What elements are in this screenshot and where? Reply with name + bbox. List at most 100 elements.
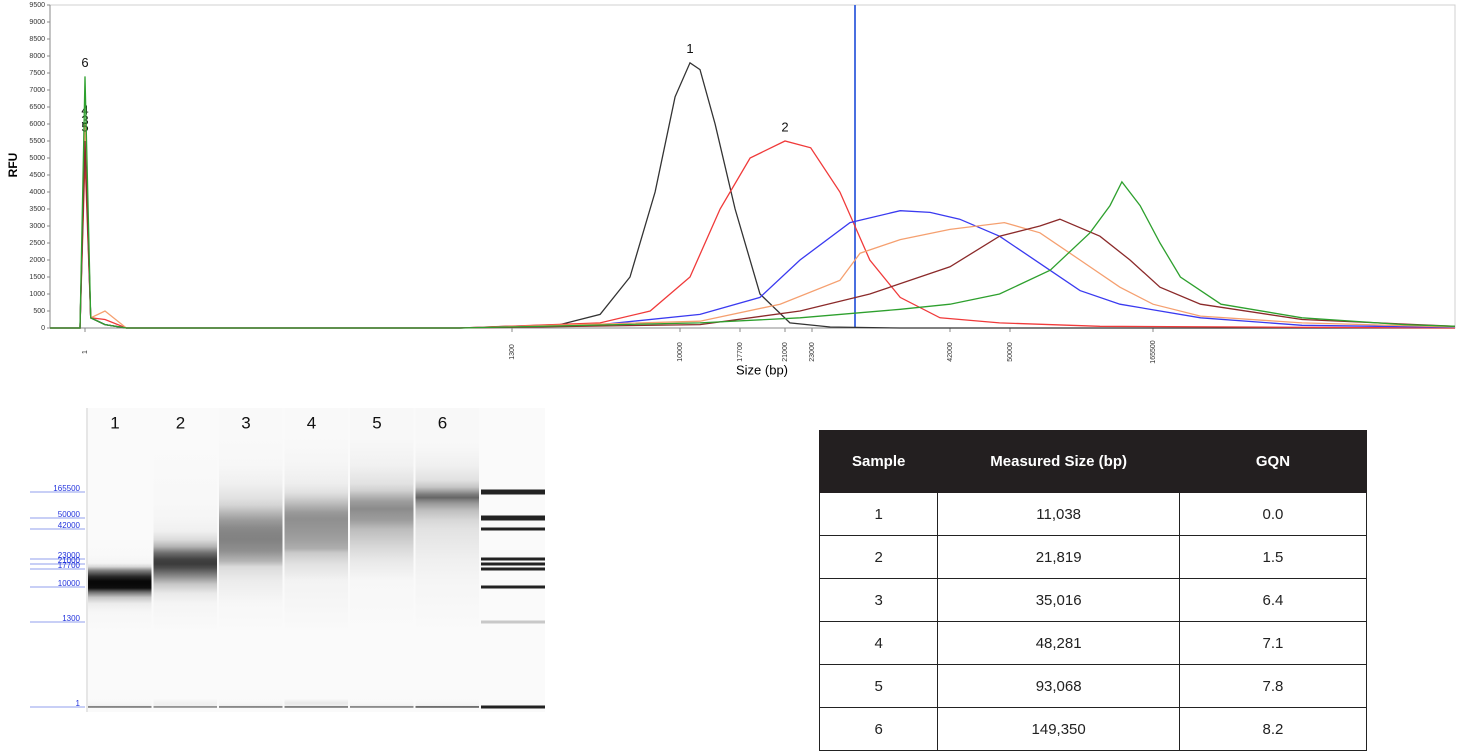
y-tick-label: 2000 (29, 257, 45, 264)
lane-label: 6 (438, 413, 447, 432)
x-tick-label: 10000 (677, 342, 684, 362)
lane-label: 4 (307, 413, 316, 432)
peak-label: 6 (81, 55, 88, 70)
x-tick-label: 42000 (947, 342, 954, 362)
lane-label: 2 (176, 413, 185, 432)
ladder-label: 42000 (58, 521, 81, 530)
table-cell: 0.0 (1179, 493, 1366, 536)
y-tick-label: 0 (41, 325, 45, 332)
y-tick-label: 6500 (29, 104, 45, 111)
trace (50, 76, 1455, 328)
y-tick-label: 7500 (29, 70, 45, 77)
page: Electropherogram, gel and table {"chart_… (0, 0, 1459, 736)
y-axis-label: RFU (6, 153, 20, 178)
ladder-band (481, 706, 545, 709)
table-cell: 93,068 (938, 665, 1180, 708)
y-tick-label: 1500 (29, 274, 45, 281)
table-cell: 35,016 (938, 579, 1180, 622)
column-header: Measured Size (bp) (938, 431, 1180, 493)
y-tick-label: 2500 (29, 240, 45, 247)
y-tick-label: 4500 (29, 172, 45, 179)
table-cell: 6 (820, 708, 938, 751)
ladder-label: 1 (76, 699, 81, 708)
peak-label: 2 (781, 119, 788, 134)
ladder-band (481, 516, 545, 521)
table-cell: 8.2 (1179, 708, 1366, 751)
ladder-band (481, 621, 545, 624)
y-tick-label: 1000 (29, 291, 45, 298)
y-tick-label: 6000 (29, 121, 45, 128)
ladder-band (481, 490, 545, 495)
ladder-band (481, 568, 545, 571)
gel-lane (416, 408, 480, 712)
table-cell: 7.1 (1179, 622, 1366, 665)
table-cell: 6.4 (1179, 579, 1366, 622)
trace (50, 134, 1455, 328)
x-tick-label: 23000 (809, 342, 816, 362)
table-cell: 4 (820, 622, 938, 665)
y-tick-label: 5000 (29, 155, 45, 162)
y-tick-label: 8500 (29, 36, 45, 43)
trace (50, 124, 1455, 328)
table-row: 593,0687.8 (820, 665, 1367, 708)
y-tick-label: 9000 (29, 19, 45, 26)
column-header: Sample (820, 431, 938, 493)
ladder-band (481, 563, 545, 566)
y-tick-label: 9500 (29, 2, 45, 9)
y-tick-label: 5500 (29, 138, 45, 145)
gel-lane (88, 408, 152, 712)
y-tick-label: 7000 (29, 87, 45, 94)
table-cell: 7.8 (1179, 665, 1366, 708)
table-cell: 3 (820, 579, 938, 622)
ladder-label: 17700 (58, 561, 81, 570)
x-tick-label: 50000 (1007, 342, 1014, 362)
peak-label: 5 (81, 119, 88, 134)
y-tick-label: 3500 (29, 206, 45, 213)
y-tick-label: 500 (33, 308, 45, 315)
y-tick-label: 3000 (29, 223, 45, 230)
table-cell: 11,038 (938, 493, 1180, 536)
x-axis-label: Size (bp) (736, 362, 788, 377)
peak-label: 1 (686, 41, 693, 56)
table-cell: 1 (820, 493, 938, 536)
table-cell: 21,819 (938, 536, 1180, 579)
x-tick-label: 21000 (782, 342, 789, 362)
gel-lane (350, 408, 414, 712)
y-tick-label: 4000 (29, 189, 45, 196)
ladder-label: 50000 (58, 510, 81, 519)
plot-frame (50, 5, 1455, 328)
table-cell: 2 (820, 536, 938, 579)
gel-lane (285, 408, 349, 712)
gel-lane (219, 408, 283, 712)
ladder-label: 165500 (53, 484, 80, 493)
table-cell: 48,281 (938, 622, 1180, 665)
ladder-band (481, 528, 545, 531)
ladder-label: 1300 (62, 614, 80, 623)
x-tick-label: 17700 (737, 342, 744, 362)
table-cell: 149,350 (938, 708, 1180, 751)
ladder-band (481, 558, 545, 561)
table-cell: 1.5 (1179, 536, 1366, 579)
ladder-label: 10000 (58, 579, 81, 588)
table-cell: 5 (820, 665, 938, 708)
trace (50, 63, 1455, 328)
x-tick-label: 1300 (509, 344, 516, 360)
lane-label: 1 (110, 413, 119, 432)
lane-label: 3 (241, 413, 250, 432)
x-tick-label: 165500 (1150, 340, 1157, 363)
x-tick-label: 1 (82, 350, 89, 354)
y-tick-label: 8000 (29, 53, 45, 60)
column-header: GQN (1179, 431, 1366, 493)
gel-lane (154, 408, 218, 712)
page-body: Size (bp) RFU 05001000150020002500300035… (0, 0, 1459, 736)
lane-label: 5 (372, 413, 381, 432)
